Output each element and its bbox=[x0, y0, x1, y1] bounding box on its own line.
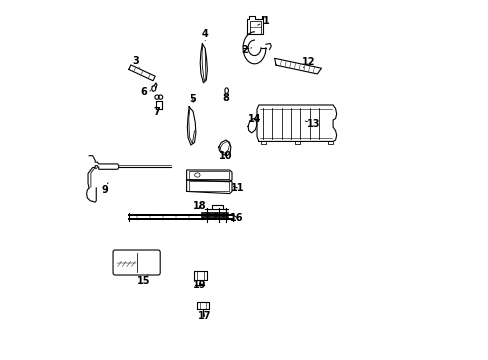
Text: 1: 1 bbox=[257, 16, 269, 26]
Text: 14: 14 bbox=[247, 113, 261, 123]
Text: 2: 2 bbox=[241, 45, 251, 55]
Text: 9: 9 bbox=[101, 183, 108, 195]
Text: 13: 13 bbox=[305, 118, 320, 129]
Text: 3: 3 bbox=[132, 57, 139, 67]
Text: 6: 6 bbox=[140, 87, 151, 98]
Text: 8: 8 bbox=[222, 93, 229, 103]
Text: 11: 11 bbox=[230, 183, 244, 193]
Text: 16: 16 bbox=[229, 212, 243, 222]
Text: 15: 15 bbox=[137, 275, 150, 286]
Text: 10: 10 bbox=[219, 151, 232, 161]
Text: 12: 12 bbox=[302, 57, 315, 67]
Text: 18: 18 bbox=[193, 201, 206, 211]
Text: 17: 17 bbox=[197, 311, 211, 321]
Text: 4: 4 bbox=[202, 28, 208, 41]
Text: 7: 7 bbox=[153, 107, 160, 117]
Text: 5: 5 bbox=[189, 94, 196, 104]
Text: 19: 19 bbox=[193, 280, 206, 291]
